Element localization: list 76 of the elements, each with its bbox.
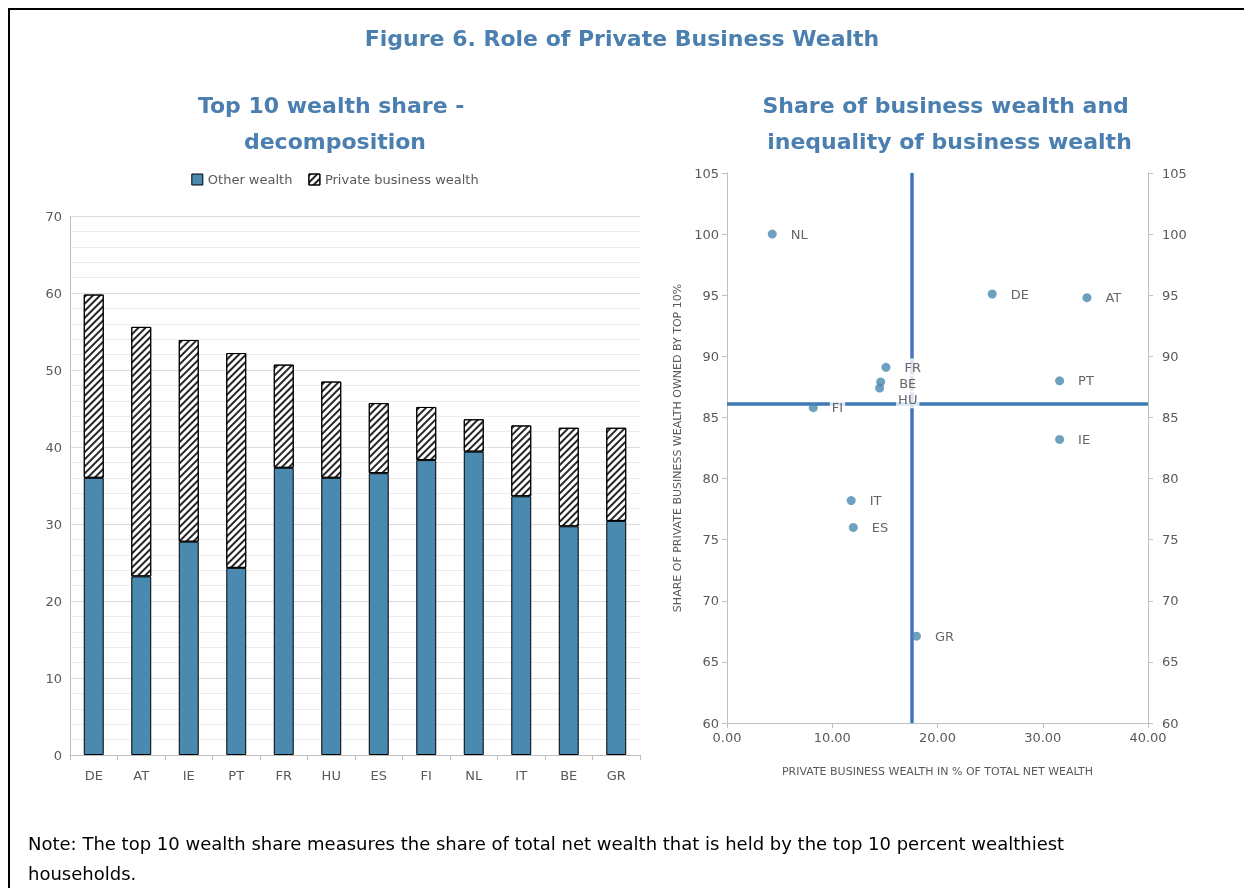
x-tick-label: 0.00 (712, 730, 742, 745)
x-tick-label: 30.00 (1024, 730, 1062, 745)
y2-tick-label: 100 (1162, 226, 1187, 242)
y2-tick-label: 80 (1162, 471, 1179, 487)
y-tick-label: 20 (45, 593, 62, 609)
x-tick-label: NL (465, 768, 483, 783)
data-label: NL (790, 226, 809, 242)
x-tick-label: 20.00 (918, 730, 957, 745)
x-tick-label: FI (420, 768, 432, 783)
x-tick-label: 10.00 (813, 730, 851, 745)
data-label: BE (899, 375, 917, 391)
y2-tick-label: 95 (1162, 287, 1179, 303)
x-tick-label: IT (515, 768, 528, 783)
chart-title: Top 10 wealth share - decomposition (197, 92, 473, 154)
point (1055, 434, 1065, 444)
y-tick-label: 70 (702, 593, 719, 609)
x-tick-label: FR (275, 768, 293, 783)
x-tick-label: 40.00 (1129, 730, 1167, 745)
data-label: HU (898, 391, 918, 407)
y2-tick-label: 90 (1162, 348, 1179, 364)
y2-tick-label: 60 (1162, 715, 1179, 731)
x-tick-label: HU (321, 768, 341, 783)
y-tick-label: 60 (45, 285, 62, 301)
x-tick-label: GR (606, 768, 626, 783)
x-axis-title: PRIVATE BUSINESS WEALTH IN % OF TOTAL NET WEALTH (781, 765, 1094, 778)
y2-tick-label: 65 (1162, 654, 1179, 670)
y-tick-label: 60 (702, 715, 719, 731)
point (808, 403, 818, 413)
point (1055, 376, 1065, 386)
x-tick-label: IE (182, 768, 195, 783)
point (846, 496, 856, 506)
point (987, 289, 997, 299)
x-tick-label: AT (133, 768, 150, 783)
y2-tick-label: 105 (1162, 165, 1187, 181)
x-tick-label: DE (84, 768, 103, 783)
x-tick-label: ES (370, 768, 387, 783)
point (881, 362, 891, 372)
chart-title: Share of business wealth and inequality of business wealth (762, 92, 1137, 154)
data-label: GR (934, 628, 955, 644)
y-tick-label: 85 (702, 409, 719, 425)
text: Note: The top 10 wealth share measures the share of total net wealth that is held by the top 10 percent wealthiest households. (28, 832, 1070, 884)
y-tick-label: 70 (45, 208, 62, 224)
y-tick-label: 95 (702, 287, 719, 303)
data-label: DE (1010, 286, 1029, 302)
x-tick-label: PT (228, 768, 245, 783)
x-tick-label: BE (560, 768, 578, 783)
point (848, 522, 858, 532)
data-label: PT (1078, 373, 1094, 389)
y-tick-label: 0 (53, 747, 62, 763)
point (875, 383, 885, 393)
point (911, 631, 921, 641)
text: Figure 6. Role of Private Business Wealth (364, 25, 880, 51)
y2-tick-label: 75 (1162, 532, 1179, 548)
y-tick-label: 50 (45, 362, 62, 378)
y-tick-label: 30 (45, 516, 62, 532)
y-tick-label: 40 (45, 439, 62, 455)
y-tick-label: 75 (702, 532, 719, 548)
y2-tick-label: 85 (1162, 409, 1179, 425)
point (1082, 293, 1092, 303)
y-axis-title: SHARE OF PRIVATE BUSINESS WEALTH OWNED BY TOP 10% (671, 283, 685, 613)
y-tick-label: 10 (45, 670, 62, 686)
legend-label: Other wealth (207, 172, 293, 187)
y-tick-label: 90 (702, 348, 719, 364)
data-label: FI (831, 400, 844, 416)
data-label: AT (1105, 290, 1122, 306)
y-tick-label: 65 (702, 654, 719, 670)
data-label: ES (871, 519, 889, 535)
data-label: IT (869, 493, 882, 509)
data-label: IE (1078, 431, 1091, 447)
legend-label: Private business wealth (324, 172, 479, 187)
y-tick-label: 100 (694, 226, 719, 242)
point (767, 229, 777, 239)
y-tick-label: 80 (702, 471, 719, 487)
y2-tick-label: 70 (1162, 593, 1179, 609)
data-label: FR (904, 359, 921, 375)
y-tick-label: 105 (694, 165, 719, 181)
